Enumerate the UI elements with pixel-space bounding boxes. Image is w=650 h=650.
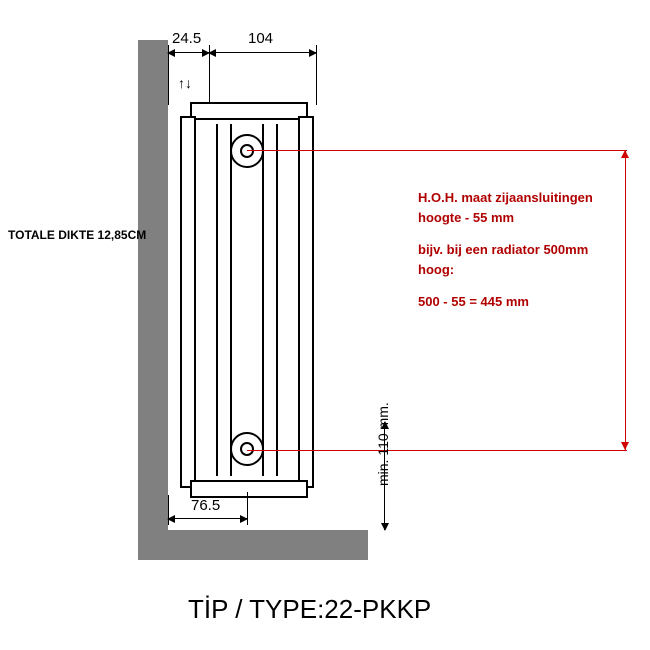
note-hoh-5: 500 - 55 = 445 mm: [418, 292, 529, 312]
wall-horizontal: [138, 530, 368, 560]
diagram-container: TOTALE DIKTE 12,85CM 24.5 104 ↑↓ H.O.H. …: [0, 0, 650, 650]
radiator-hub-bottom: [230, 432, 264, 466]
total-thickness-note: TOTALE DIKTE 12,85CM: [8, 228, 146, 242]
red-arrow-top: [621, 150, 629, 158]
dim-label-24-5: 24.5: [172, 30, 201, 47]
radiator-cross-section: [180, 110, 314, 490]
dim-104: [209, 52, 316, 53]
red-arrow-bottom: [621, 442, 629, 450]
dim-24-5: [168, 52, 209, 53]
radiator-top-cap: [190, 102, 308, 120]
note-hoh-2: hoogte - 55 mm: [418, 208, 514, 228]
type-label: TİP / TYPE:22-PKKP: [188, 594, 431, 625]
dim-76-5: [168, 518, 247, 519]
red-dim-vertical: [625, 150, 626, 450]
note-hoh-4: hoog:: [418, 260, 454, 280]
radiator-panel-right: [298, 116, 314, 488]
radiator-panel-left: [180, 116, 196, 488]
radiator-bottom-cap: [190, 480, 308, 498]
red-centerline-top: [247, 150, 627, 151]
dim-label-104: 104: [248, 30, 273, 47]
radiator-fins: [200, 124, 294, 476]
wall-vertical: [138, 40, 168, 560]
dim-label-76-5: 76.5: [191, 497, 220, 514]
valve-arrows-icon: ↑↓: [178, 75, 218, 105]
radiator-hub-top: [230, 134, 264, 168]
red-centerline-bottom: [247, 450, 627, 451]
dim-label-min110: min. 110 mm.: [375, 402, 391, 486]
note-hoh-3: bijv. bij een radiator 500mm: [418, 240, 588, 260]
note-hoh-1: H.O.H. maat zijaansluitingen: [418, 188, 593, 208]
